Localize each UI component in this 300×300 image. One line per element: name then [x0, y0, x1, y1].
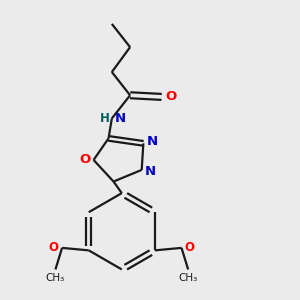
Text: N: N [115, 112, 126, 125]
Text: O: O [49, 242, 59, 254]
Text: O: O [165, 90, 176, 104]
Text: O: O [79, 154, 90, 166]
Text: N: N [147, 135, 158, 148]
Text: O: O [185, 242, 195, 254]
Text: N: N [145, 165, 156, 178]
Text: CH₃: CH₃ [178, 273, 198, 283]
Text: CH₃: CH₃ [46, 273, 65, 283]
Text: H: H [100, 112, 110, 125]
